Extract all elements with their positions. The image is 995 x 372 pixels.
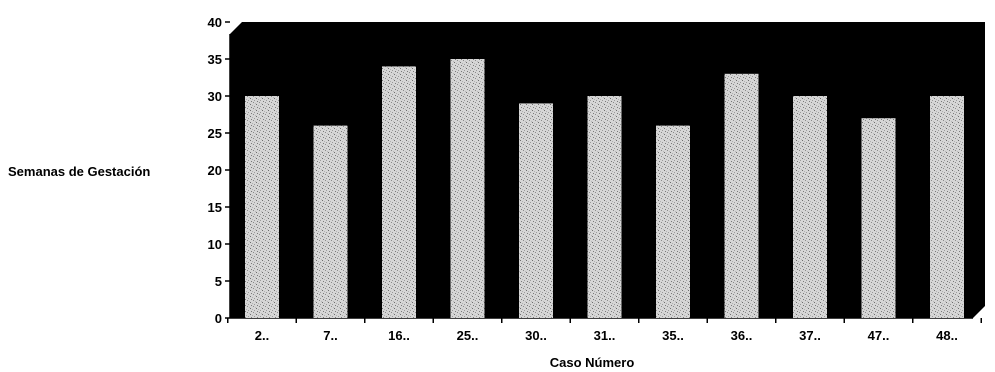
x-tick-label: 35.. — [662, 328, 684, 343]
bars-group — [245, 59, 964, 319]
y-axis-title: Semanas de Gestación — [8, 164, 150, 179]
y-tick-label: 40 — [208, 15, 222, 30]
x-tick-label: 7.. — [323, 328, 337, 343]
x-tick-label: 31.. — [594, 328, 616, 343]
bar — [587, 96, 622, 318]
x-tick-label: 36.. — [731, 328, 753, 343]
y-tick-label: 0 — [215, 311, 222, 326]
bar — [724, 73, 759, 318]
y-tick-label: 25 — [208, 126, 222, 141]
x-axis-title: Caso Número — [550, 355, 635, 370]
bar — [656, 125, 690, 318]
y-tick-label: 20 — [208, 163, 222, 178]
x-tick-label: 2.. — [255, 328, 269, 343]
bar — [519, 103, 553, 319]
bar — [450, 59, 485, 318]
y-tick-label: 35 — [208, 52, 222, 67]
y-tick-label: 10 — [208, 237, 222, 252]
bar — [861, 118, 896, 318]
x-tick-label: 37.. — [799, 328, 821, 343]
x-tick-label: 47.. — [868, 328, 890, 343]
y-axis: 0 5 10 15 20 25 30 35 40 — [208, 15, 231, 326]
bar — [313, 125, 348, 318]
y-tick-label: 5 — [215, 274, 222, 289]
x-tick-label: 16.. — [388, 328, 410, 343]
bar — [245, 96, 279, 318]
y-tick-label: 15 — [208, 200, 222, 215]
x-tick-label: 30.. — [525, 328, 547, 343]
bar — [930, 96, 964, 318]
x-tick-label: 25.. — [457, 328, 479, 343]
x-tick-label: 48.. — [936, 328, 958, 343]
y-tick-label: 30 — [208, 89, 222, 104]
bar — [793, 96, 827, 318]
bar — [382, 66, 416, 319]
x-axis: 2.. 7.. 16.. 25.. 30.. 31.. 35.. 36.. 37.. 47.. 48… — [227, 317, 982, 343]
